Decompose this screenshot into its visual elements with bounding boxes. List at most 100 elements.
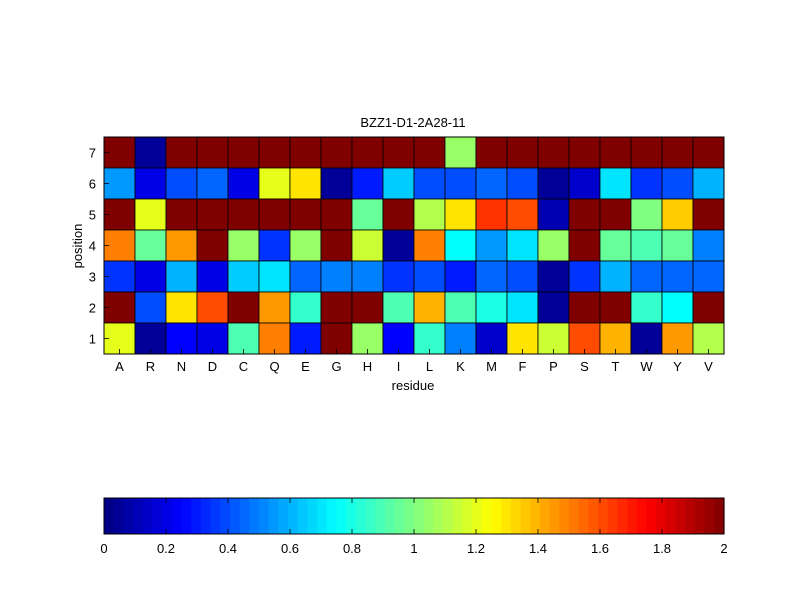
colorbar-segment bbox=[200, 498, 212, 534]
colorbar-tick-label: 1.2 bbox=[467, 541, 485, 556]
heatmap-cell bbox=[165, 167, 198, 200]
x-tick-label: W bbox=[640, 359, 653, 374]
heatmap-cell bbox=[134, 322, 167, 355]
heatmap-cell bbox=[227, 167, 260, 200]
colorbar-segment bbox=[142, 498, 154, 534]
heatmap-cell bbox=[289, 136, 322, 169]
heatmap-cell bbox=[444, 322, 477, 355]
heatmap-cell bbox=[382, 136, 415, 169]
heatmap-cell bbox=[568, 229, 601, 262]
heatmap-cell bbox=[661, 229, 694, 262]
heatmap-cell bbox=[692, 291, 725, 324]
x-tick-label: N bbox=[177, 359, 186, 374]
heatmap-cell bbox=[661, 291, 694, 324]
colorbar-segment bbox=[162, 498, 173, 534]
heatmap-cell bbox=[351, 167, 384, 200]
heatmap-cell bbox=[568, 136, 601, 169]
colorbar-segment bbox=[404, 498, 415, 534]
heatmap-cell bbox=[196, 322, 229, 355]
colorbar-segment bbox=[307, 498, 318, 534]
colorbar-segment bbox=[394, 498, 405, 534]
heatmap-cell bbox=[661, 167, 694, 200]
colorbar-segment bbox=[191, 498, 202, 534]
heatmap-cell bbox=[475, 260, 508, 293]
heatmap-cell bbox=[444, 198, 477, 231]
heatmap-cell bbox=[134, 136, 167, 169]
colorbar-tick-label: 0.4 bbox=[219, 541, 237, 556]
heatmap-cell bbox=[599, 260, 632, 293]
colorbar-tick-label: 0 bbox=[100, 541, 107, 556]
heatmap-cell bbox=[382, 167, 415, 200]
heatmap-cell bbox=[630, 167, 663, 200]
y-tick-label: 3 bbox=[89, 270, 96, 285]
y-tick-label: 4 bbox=[89, 239, 96, 254]
heatmap-cell bbox=[506, 229, 539, 262]
colorbar-segment bbox=[675, 498, 686, 534]
heatmap-cell bbox=[537, 260, 570, 293]
colorbar-tick-label: 0.8 bbox=[343, 541, 361, 556]
heatmap-cell bbox=[382, 260, 415, 293]
heatmap-cell bbox=[351, 260, 384, 293]
colorbar-segment bbox=[113, 498, 124, 534]
heatmap-cell bbox=[599, 198, 632, 231]
colorbar-segment bbox=[569, 498, 580, 534]
heatmap-cell bbox=[196, 167, 229, 200]
heatmap-cell bbox=[320, 229, 353, 262]
colorbar-tick-label: 1.8 bbox=[653, 541, 671, 556]
y-tick-label: 6 bbox=[89, 177, 96, 192]
colorbar-segment bbox=[152, 498, 163, 534]
x-tick-label: H bbox=[363, 359, 372, 374]
heatmap-cell bbox=[475, 229, 508, 262]
heatmap-cell bbox=[599, 136, 632, 169]
heatmap-cell bbox=[351, 291, 384, 324]
heatmap-cell bbox=[506, 198, 539, 231]
heatmap-cell bbox=[382, 322, 415, 355]
heatmap-cell bbox=[475, 291, 508, 324]
colorbar-tick-label: 1.6 bbox=[591, 541, 609, 556]
heatmap-cell bbox=[444, 260, 477, 293]
colorbar-segment bbox=[520, 498, 531, 534]
heatmap-cell bbox=[413, 198, 446, 231]
heatmap-cell bbox=[227, 198, 260, 231]
x-tick-label: K bbox=[456, 359, 465, 374]
heatmap-cell bbox=[413, 291, 446, 324]
colorbar-ticks: 0 0.2 0.4 0.6 0.8 1 1.2 1.4 1.6 1.8 2 bbox=[100, 498, 728, 556]
heatmap-cell bbox=[506, 322, 539, 355]
heatmap-cell bbox=[289, 198, 322, 231]
heatmap-cell bbox=[568, 291, 601, 324]
chart-title: BZZ1-D1-2A28-11 bbox=[360, 115, 465, 130]
colorbar bbox=[104, 498, 725, 534]
heatmap-cell bbox=[165, 229, 198, 262]
heatmap-cell bbox=[196, 198, 229, 231]
colorbar-segment bbox=[384, 498, 396, 534]
colorbar-tick-label: 0.2 bbox=[157, 541, 175, 556]
x-tick-label: G bbox=[331, 359, 341, 374]
colorbar-segment bbox=[491, 498, 502, 534]
x-tick-label: F bbox=[519, 359, 527, 374]
colorbar-segment bbox=[627, 498, 638, 534]
heatmap-cell bbox=[382, 229, 415, 262]
y-tick-label: 5 bbox=[89, 208, 96, 223]
colorbar-segment bbox=[414, 498, 425, 534]
y-axis-ticks: 7 6 5 4 3 2 1 bbox=[89, 146, 109, 347]
colorbar-segment bbox=[588, 498, 599, 534]
heatmap-cell bbox=[537, 167, 570, 200]
heatmap-cell bbox=[506, 136, 539, 169]
x-tick-label: Q bbox=[269, 359, 279, 374]
heatmap-cell bbox=[227, 260, 260, 293]
colorbar-segment bbox=[220, 498, 231, 534]
heatmap-cell bbox=[537, 136, 570, 169]
heatmap-cell bbox=[475, 322, 508, 355]
heatmap-cell bbox=[134, 260, 167, 293]
colorbar-segment bbox=[598, 498, 609, 534]
colorbar-segment bbox=[423, 498, 434, 534]
heatmap-cell bbox=[413, 229, 446, 262]
heatmap-cell bbox=[196, 291, 229, 324]
colorbar-segment bbox=[249, 498, 260, 534]
x-tick-label: R bbox=[146, 359, 155, 374]
colorbar-segment bbox=[171, 498, 183, 534]
heatmap-cell bbox=[320, 198, 353, 231]
colorbar-segment bbox=[578, 498, 589, 534]
heatmap-cell bbox=[134, 229, 167, 262]
heatmap-cell bbox=[630, 291, 663, 324]
